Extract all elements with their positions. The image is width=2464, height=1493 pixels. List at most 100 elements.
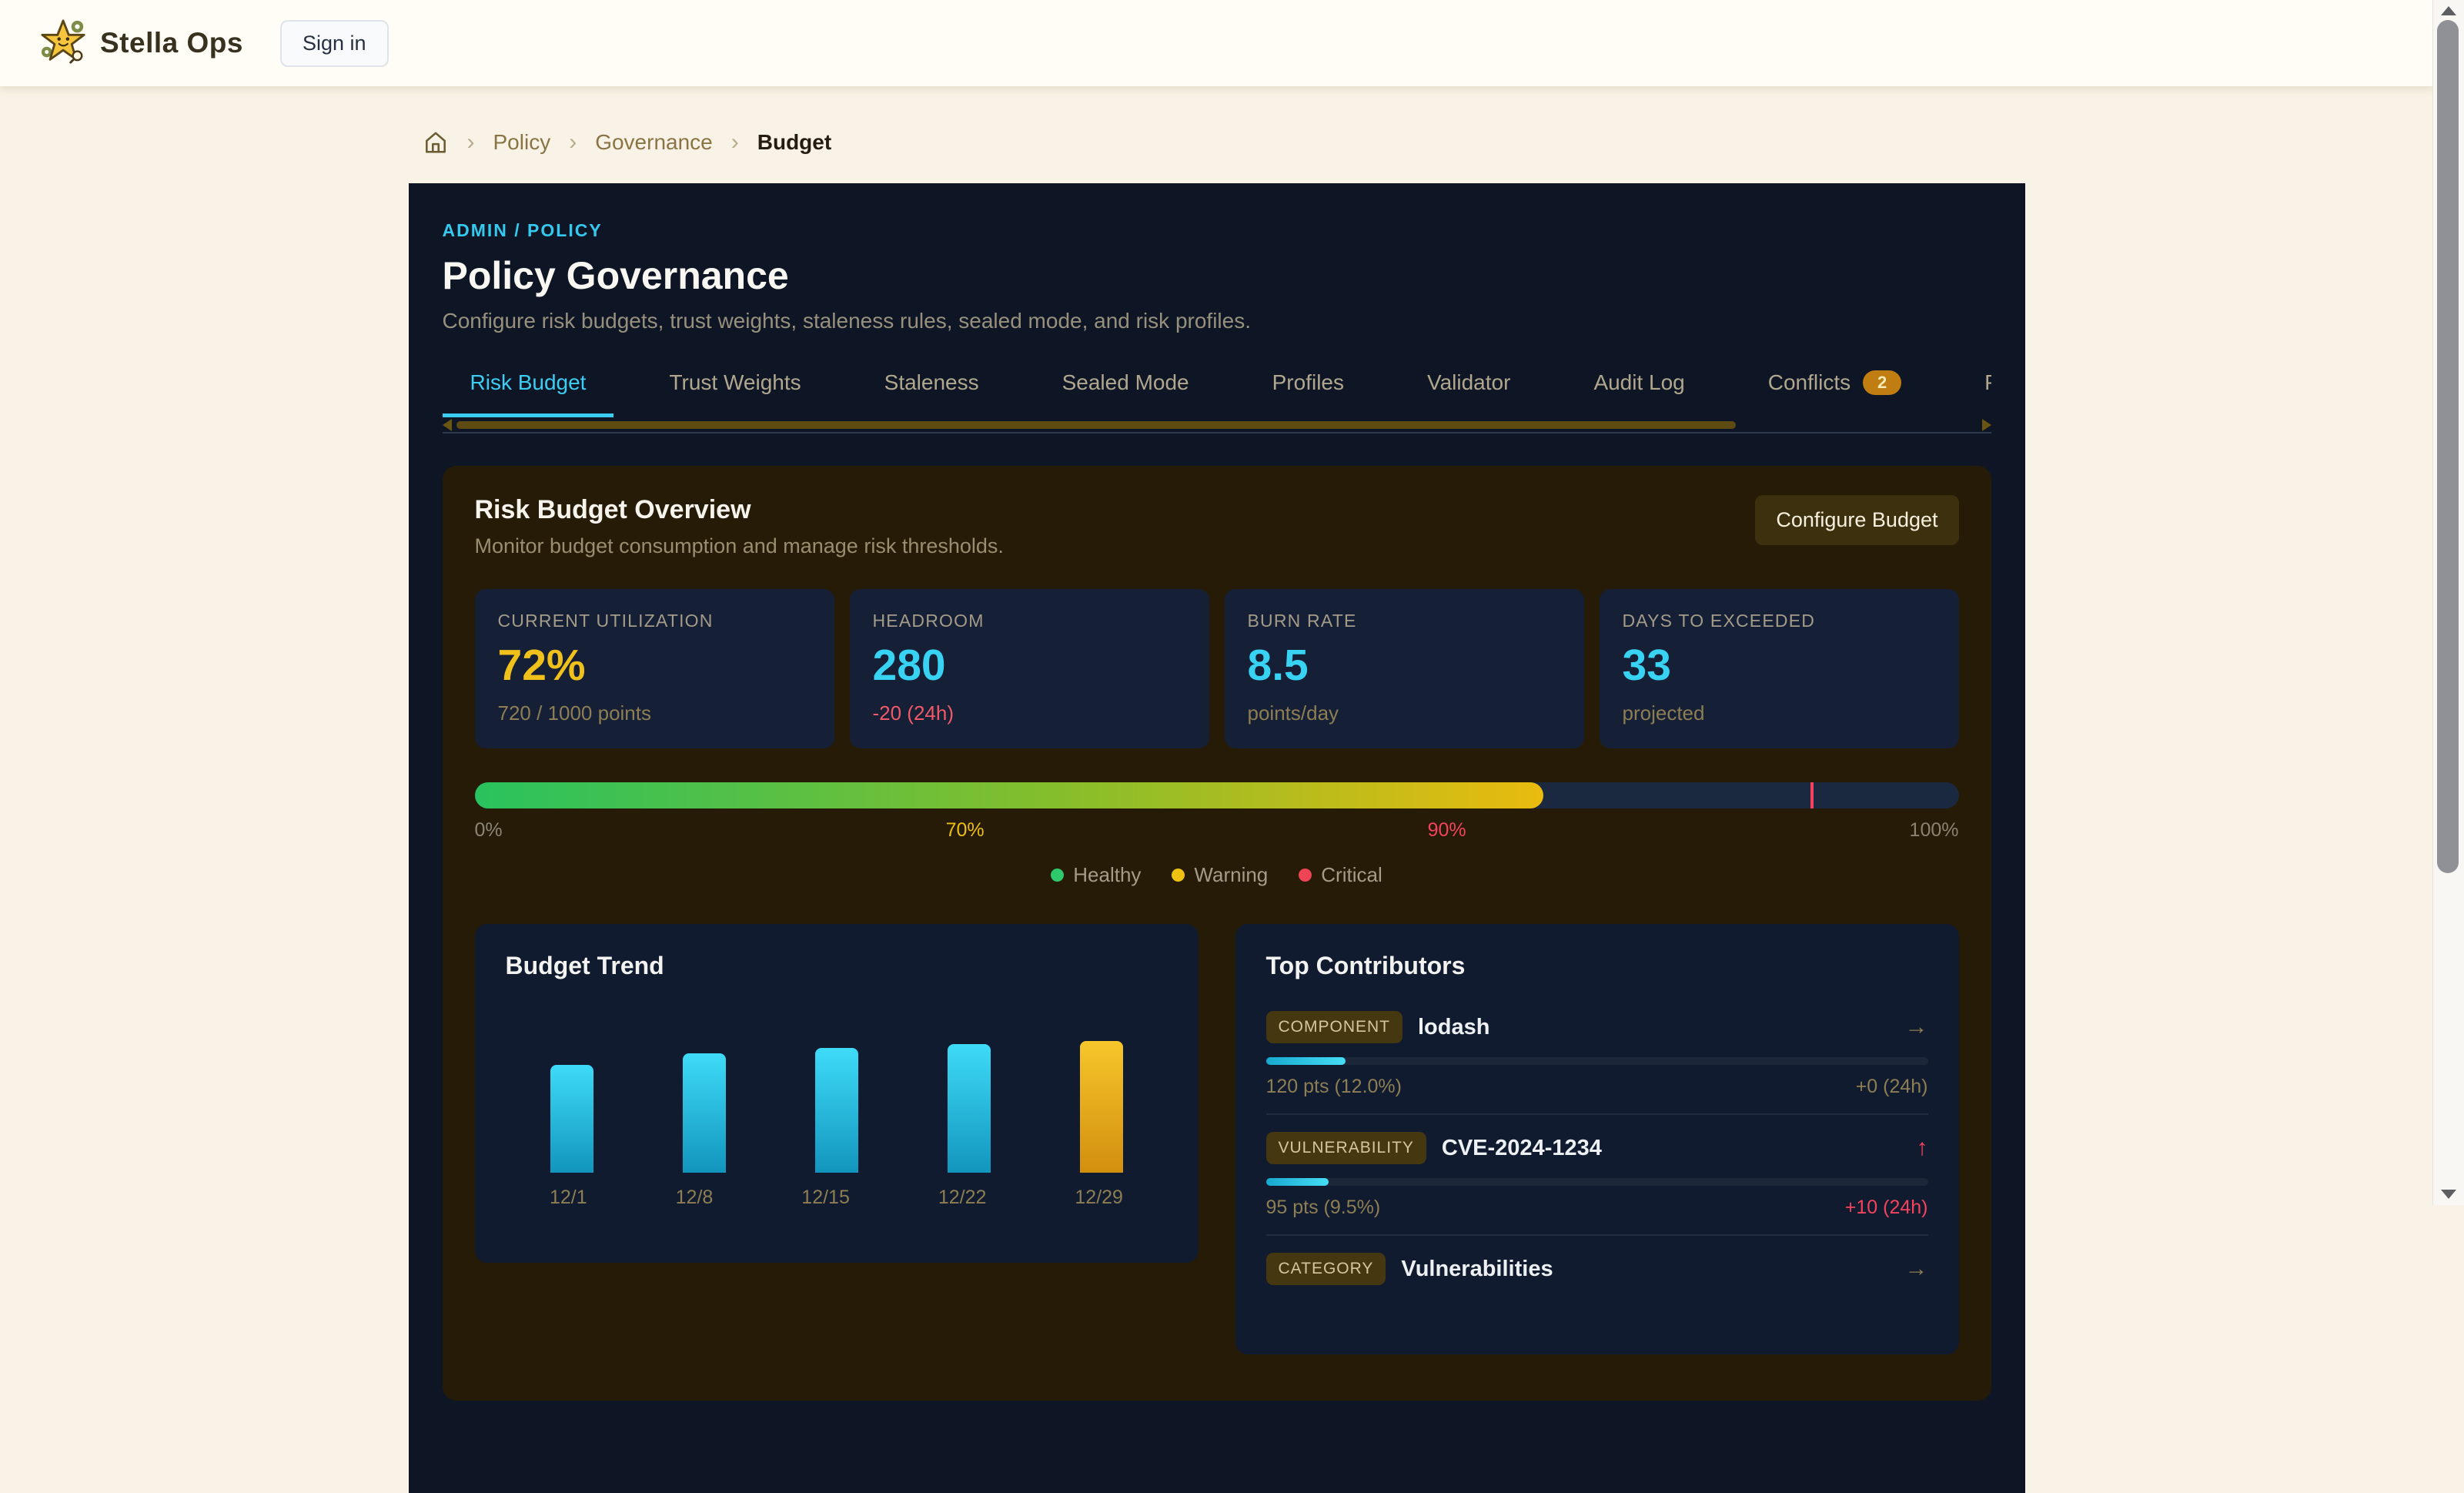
legend-critical: Critical	[1299, 863, 1382, 887]
contributor-name: lodash	[1418, 1014, 1490, 1039]
budget-bar-track	[474, 782, 1959, 808]
scrollbar-up-arrow-icon[interactable]	[2441, 6, 2456, 15]
breadcrumb-governance[interactable]: Governance	[595, 130, 713, 154]
tab-partial[interactable]: Pl	[1957, 364, 1991, 417]
tab-scroll-left-arrow-icon[interactable]	[442, 419, 452, 431]
stat-value: 33	[1622, 641, 1671, 690]
trend-x-label: 12/22	[938, 1187, 987, 1208]
status-legend: Healthy Warning Critical	[475, 863, 1959, 887]
budget-utilization-bar: 0% 70% 90% 100% Healthy Warning	[474, 782, 1959, 887]
budget-bar-fill	[474, 782, 1543, 808]
critical-dot-icon	[1299, 869, 1312, 882]
stat-value: 72%	[497, 641, 586, 690]
stat-label: CURRENT UTILIZATION	[497, 611, 714, 631]
page-title: Policy Governance	[442, 254, 789, 297]
tab-trust-weights[interactable]: Trust Weights	[641, 364, 828, 417]
tab-risk-budget[interactable]: Risk Budget	[442, 364, 614, 417]
contribution-bar-track	[1265, 1057, 1928, 1065]
healthy-dot-icon	[1051, 869, 1065, 882]
stat-value: 280	[872, 641, 946, 690]
conflicts-count-badge: 2	[1863, 370, 1902, 395]
home-icon[interactable]	[423, 129, 449, 156]
sign-in-button[interactable]: Sign in	[279, 19, 389, 67]
tab-conflicts[interactable]: Conflicts 2	[1740, 364, 1929, 417]
stat-card-burn-rate: BURN RATE 8.5 points/day	[1224, 589, 1584, 748]
tab-scroll-thumb[interactable]	[456, 421, 1737, 429]
breadcrumb-budget: Budget	[757, 130, 832, 154]
top-contributors-card: Top Contributors COMPONENT lodash →	[1235, 924, 1959, 1354]
tab-strip-scrollbar[interactable]	[442, 419, 1991, 431]
stat-card-current-utilization: CURRENT UTILIZATION 72% 720 / 1000 point…	[474, 589, 834, 748]
breadcrumb-separator: ›	[466, 129, 475, 155]
breadcrumb: › Policy › Governance › Budget	[409, 129, 2025, 156]
trend-bar-12/22	[947, 1044, 991, 1173]
breadcrumb-separator: ›	[569, 129, 577, 155]
contribution-delta: +0 (24h)	[1855, 1076, 1928, 1097]
trend-x-label: 12/15	[801, 1187, 850, 1208]
breadcrumb-policy[interactable]: Policy	[493, 130, 551, 154]
tab-audit-log[interactable]: Audit Log	[1566, 364, 1712, 417]
contributors-list: COMPONENT lodash → 120 pts (12.0%) +0 (2…	[1265, 994, 1928, 1301]
contribution-delta: +10 (24h)	[1844, 1197, 1928, 1218]
section-eyebrow: ADMIN / POLICY	[442, 220, 603, 240]
page-subtitle: Configure risk budgets, trust weights, s…	[442, 309, 1252, 333]
contribution-points: 120 pts (12.0%)	[1265, 1076, 1403, 1097]
open-contributor-arrow-icon[interactable]: →	[1904, 1014, 1928, 1039]
trend-bar-12/15	[814, 1048, 858, 1173]
contribution-bar-fill	[1265, 1178, 1329, 1186]
overview-title: Risk Budget Overview	[474, 495, 751, 524]
contributor-name: Vulnerabilities	[1401, 1256, 1553, 1281]
critical-threshold-marker	[1810, 782, 1814, 808]
brand-name: Stella Ops	[100, 27, 243, 59]
legend-healthy: Healthy	[1051, 863, 1141, 887]
contribution-points: 95 pts (9.5%)	[1265, 1197, 1381, 1218]
scrollbar-thumb[interactable]	[2437, 20, 2459, 873]
contribution-bar-track	[1265, 1178, 1928, 1186]
contribution-bar-fill	[1265, 1057, 1346, 1065]
top-contributors-title: Top Contributors	[1265, 952, 1466, 979]
tab-scroll-right-arrow-icon[interactable]	[1981, 419, 1991, 431]
top-bar: Stella Ops Sign in	[0, 0, 2433, 86]
scrollbar-down-arrow-icon[interactable]	[2441, 1190, 2456, 1199]
stella-ops-logo-icon	[40, 18, 88, 69]
threshold-labels: 0% 70% 90% 100%	[475, 819, 1959, 842]
stat-value: 8.5	[1247, 641, 1309, 690]
budget-trend-card: Budget Trend 12/1 12/8 12/15 12/22 12/29	[474, 924, 1199, 1263]
warning-dot-icon	[1172, 869, 1185, 882]
type-badge: CATEGORY	[1265, 1253, 1386, 1285]
stat-card-headroom: HEADROOM 280 -20 (24h)	[849, 589, 1209, 748]
contributor-row-cve: VULNERABILITY CVE-2024-1234 ↑ 95 pts (9.…	[1265, 1113, 1928, 1234]
trend-x-label: 12/8	[675, 1187, 714, 1208]
threshold-label-90: 90%	[1427, 819, 1466, 841]
viewport-scrollbar[interactable]	[2432, 0, 2464, 1205]
trend-bar-12/29	[1079, 1041, 1123, 1173]
trend-bar-12/8	[682, 1053, 726, 1173]
breadcrumb-separator: ›	[731, 129, 739, 155]
overview-subtitle: Monitor budget consumption and manage ri…	[474, 534, 1004, 557]
policy-governance-panel: ADMIN / POLICY Policy Governance Configu…	[408, 183, 2025, 1493]
budget-trend-x-labels: 12/1 12/8 12/15 12/22 12/29	[506, 1187, 1168, 1209]
threshold-label-70: 70%	[945, 819, 985, 841]
contributor-name: CVE-2024-1234	[1441, 1135, 1602, 1160]
trend-x-label: 12/29	[1075, 1187, 1123, 1208]
stat-sub: 720 / 1000 points	[497, 701, 652, 725]
open-contributor-arrow-icon[interactable]: →	[1904, 1256, 1928, 1281]
type-badge: COMPONENT	[1265, 1011, 1403, 1043]
stats-grid: CURRENT UTILIZATION 72% 720 / 1000 point…	[474, 589, 1959, 748]
trending-up-arrow-icon[interactable]: ↑	[1916, 1135, 1928, 1160]
contributor-row-vulnerabilities: CATEGORY Vulnerabilities →	[1265, 1234, 1928, 1301]
legend-warning: Warning	[1172, 863, 1268, 887]
tab-scroll-track[interactable]	[456, 421, 1971, 429]
brand[interactable]: Stella Ops	[40, 18, 243, 69]
stat-label: HEADROOM	[872, 611, 985, 631]
stat-sub: points/day	[1247, 701, 1339, 725]
tab-validator[interactable]: Validator	[1399, 364, 1538, 417]
tab-sealed-mode[interactable]: Sealed Mode	[1035, 364, 1217, 417]
tab-profiles[interactable]: Profiles	[1245, 364, 1372, 417]
threshold-label-100: 100%	[1909, 819, 1959, 841]
configure-budget-button[interactable]: Configure Budget	[1755, 495, 1959, 545]
tab-staleness[interactable]: Staleness	[857, 364, 1007, 417]
tab-bar-divider	[442, 432, 1991, 434]
tab-bar: Risk Budget Trust Weights Staleness Seal…	[442, 364, 1991, 417]
